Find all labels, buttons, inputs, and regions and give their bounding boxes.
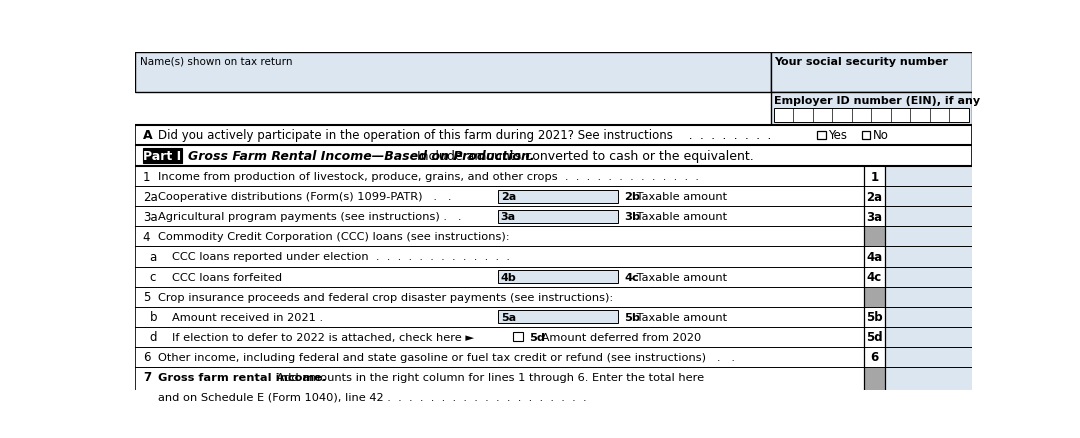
Text: 3a: 3a <box>866 211 882 223</box>
Bar <box>886 267 976 287</box>
Bar <box>143 148 181 164</box>
Bar <box>864 227 886 247</box>
Text: Amount deferred from 2020: Amount deferred from 2020 <box>538 332 701 342</box>
Bar <box>135 145 972 167</box>
Bar <box>864 247 886 267</box>
Text: Did you actively participate in the operation of this farm during 2021? See inst: Did you actively participate in the oper… <box>159 129 673 142</box>
Bar <box>886 327 976 347</box>
Text: Include amounts converted to cash or the equivalent.: Include amounts converted to cash or the… <box>408 150 754 163</box>
Text: 5b: 5b <box>624 312 640 322</box>
Text: Add amounts in the right column for lines 1 through 6. Enter the total here: Add amounts in the right column for line… <box>273 372 704 382</box>
Text: 2a: 2a <box>143 191 158 204</box>
Bar <box>886 207 976 227</box>
Text: a: a <box>150 251 157 263</box>
Bar <box>886 347 976 367</box>
Text: 4: 4 <box>143 230 150 244</box>
Text: Part I: Part I <box>143 150 181 163</box>
Text: 5d: 5d <box>529 332 544 342</box>
Bar <box>135 53 770 92</box>
Text: Yes: Yes <box>828 129 847 142</box>
Bar <box>864 347 886 367</box>
Text: Taxable amount: Taxable amount <box>633 192 727 202</box>
Text: 1: 1 <box>143 170 150 184</box>
Text: Taxable amount: Taxable amount <box>633 212 727 222</box>
Text: If election to defer to 2022 is attached, check here ►: If election to defer to 2022 is attached… <box>172 332 474 342</box>
Text: Amount received in 2021 .: Amount received in 2021 . <box>172 312 323 322</box>
Bar <box>816 131 825 140</box>
Bar <box>864 307 886 327</box>
Text: 6: 6 <box>143 350 150 363</box>
Text: 3a: 3a <box>143 211 158 223</box>
Text: 3b: 3b <box>624 212 640 222</box>
Text: Crop insurance proceeds and federal crop disaster payments (see instructions):: Crop insurance proceeds and federal crop… <box>159 292 613 302</box>
Bar <box>773 109 969 123</box>
Text: 5: 5 <box>143 290 150 304</box>
Bar <box>864 187 886 207</box>
Bar <box>498 191 618 203</box>
Bar <box>886 307 976 327</box>
Text: Name(s) shown on tax return: Name(s) shown on tax return <box>139 57 293 67</box>
Text: CCC loans forfeited: CCC loans forfeited <box>172 272 282 282</box>
Text: 2a: 2a <box>866 191 882 204</box>
Bar <box>135 126 972 145</box>
Bar <box>770 53 972 92</box>
Bar <box>498 271 618 283</box>
Text: Taxable amount: Taxable amount <box>633 272 727 282</box>
Bar <box>864 167 886 187</box>
Text: 2a: 2a <box>501 192 516 202</box>
Bar <box>864 207 886 227</box>
Bar <box>513 332 523 341</box>
Text: Cooperative distributions (Form(s) 1099-PATR)   .   .: Cooperative distributions (Form(s) 1099-… <box>159 192 451 202</box>
Bar <box>886 167 976 187</box>
Bar <box>864 327 886 347</box>
Text: .  .  .  .  .  .  .  .: . . . . . . . . <box>685 129 771 142</box>
Text: 4c: 4c <box>867 270 882 283</box>
Text: 5b: 5b <box>866 311 882 323</box>
Bar <box>886 247 976 267</box>
Bar <box>864 267 886 287</box>
Bar <box>864 367 886 407</box>
Text: 7: 7 <box>143 370 151 383</box>
Bar <box>135 167 972 407</box>
Text: CCC loans reported under election  .  .  .  .  .  .  .  .  .  .  .  .  .: CCC loans reported under election . . . … <box>172 252 510 262</box>
Text: c: c <box>150 270 157 283</box>
Bar <box>886 367 976 407</box>
Bar <box>498 311 618 323</box>
Text: 5a: 5a <box>501 312 516 322</box>
Bar <box>498 211 618 223</box>
Text: Commodity Credit Corporation (CCC) loans (see instructions):: Commodity Credit Corporation (CCC) loans… <box>159 232 510 242</box>
Text: 5d: 5d <box>866 330 882 343</box>
Text: b: b <box>150 311 158 323</box>
Text: 2b: 2b <box>624 192 640 202</box>
Text: Gross farm rental income.: Gross farm rental income. <box>159 372 326 382</box>
Bar <box>862 131 870 140</box>
Text: 6: 6 <box>870 350 878 363</box>
Text: and on Schedule E (Form 1040), line 42 .  .  .  .  .  .  .  .  .  .  .  .  .  . : and on Schedule E (Form 1040), line 42 .… <box>159 392 591 402</box>
Bar <box>770 92 972 126</box>
Text: Agricultural program payments (see instructions) .   .: Agricultural program payments (see instr… <box>159 212 462 222</box>
Text: Employer ID number (EIN), if any: Employer ID number (EIN), if any <box>774 95 981 106</box>
Text: Other income, including federal and state gasoline or fuel tax credit or refund : Other income, including federal and stat… <box>159 352 735 362</box>
Text: Gross Farm Rental Income—Based on Production.: Gross Farm Rental Income—Based on Produc… <box>188 150 535 163</box>
Bar <box>886 287 976 307</box>
Text: 3a: 3a <box>501 212 516 222</box>
Bar <box>886 227 976 247</box>
Text: 4b: 4b <box>501 272 516 282</box>
Text: Taxable amount: Taxable amount <box>633 312 727 322</box>
Text: 4c: 4c <box>624 272 638 282</box>
Text: Your social security number: Your social security number <box>774 57 948 67</box>
Text: A: A <box>143 129 152 142</box>
Text: No: No <box>873 129 889 142</box>
Bar <box>864 287 886 307</box>
Text: 1: 1 <box>870 170 878 184</box>
Text: d: d <box>150 330 158 343</box>
Text: 4a: 4a <box>866 251 882 263</box>
Bar <box>886 187 976 207</box>
Text: Income from production of livestock, produce, grains, and other crops  .  .  .  : Income from production of livestock, pro… <box>159 172 699 182</box>
